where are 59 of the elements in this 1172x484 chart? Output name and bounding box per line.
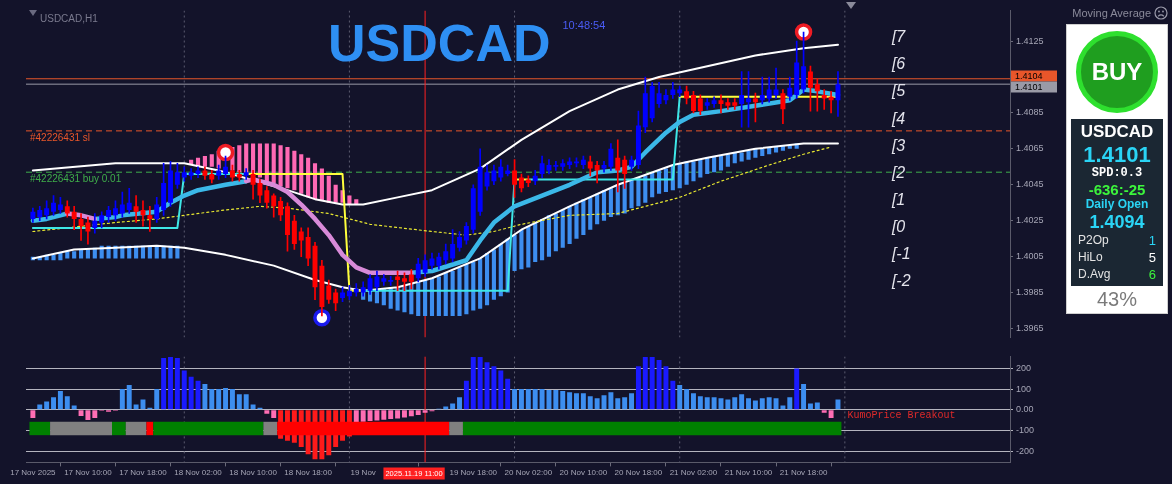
ref-line-label: 1.4101 — [1015, 81, 1043, 92]
y-tick-label: 200 — [1016, 362, 1032, 373]
text: 1.4094 — [1088, 211, 1146, 233]
annotation: [0 — [890, 218, 906, 236]
band-label: KumoPrice Breakout — [847, 410, 956, 422]
y-tick-label: 1.4045 — [1016, 179, 1044, 190]
annotation: [5 — [890, 82, 906, 100]
ref-line-label: #42226431 sl — [30, 131, 91, 143]
annotation: [-2 — [890, 272, 911, 290]
text: Moving Average — [1072, 7, 1151, 19]
y-tick-label: 1.3965 — [1016, 323, 1044, 333]
y-tick-label: 1.4025 — [1016, 215, 1044, 226]
text: D.Avg — [1078, 266, 1111, 284]
y-tick-label: 1.4005 — [1016, 251, 1044, 262]
x-tick-label: 18 Nov 02:00 — [174, 468, 223, 478]
annotation: [1 — [890, 190, 906, 208]
x-tick-label: 20 Nov 02:00 — [504, 468, 553, 478]
annotation: [7 — [890, 28, 907, 46]
text: 43% — [1096, 287, 1138, 313]
annotation: [6 — [890, 55, 906, 73]
text: 5 — [1148, 249, 1156, 267]
x-tick-label: 21 Nov 18:00 — [779, 468, 828, 478]
text: 1.4101 — [1082, 141, 1152, 167]
x-tick-label: 17 Nov 10:00 — [64, 468, 113, 478]
x-tick-label: 17 Nov 2025 — [10, 468, 57, 478]
text: P2Op — [1078, 232, 1109, 250]
y-tick-label: 1.4065 — [1016, 143, 1044, 154]
text: 1 — [1148, 232, 1156, 250]
y-tick-label: -100 — [1016, 424, 1035, 435]
x-tick-label: 17 Nov 18:00 — [119, 468, 168, 478]
x-tick-label: 19 Nov 18:00 — [449, 468, 498, 478]
x-tick-label: 21 Nov 10:00 — [724, 468, 773, 478]
text: -636:-25 — [1087, 180, 1147, 198]
text: 6 — [1148, 266, 1156, 284]
round-button: BUY — [1076, 31, 1158, 113]
x-tick-label: 21 Nov 02:00 — [669, 468, 718, 478]
text: Daily Open — [1084, 196, 1150, 212]
annotation: [4 — [890, 109, 906, 127]
annotation: [2 — [890, 163, 906, 181]
x-tick-label: 18 Nov 10:00 — [229, 468, 278, 478]
y-tick-label: 0.00 — [1016, 404, 1034, 415]
x-tick-label: 19 Nov — [350, 468, 376, 478]
y-tick-label: 100 — [1016, 383, 1032, 394]
y-tick-label: 1.4085 — [1016, 107, 1044, 118]
text: USDCAD — [1079, 122, 1155, 142]
x-tick-label: 20 Nov 10:00 — [559, 468, 608, 478]
text: HiLo — [1078, 249, 1103, 267]
ref-line-label: 1.4104 — [1015, 70, 1043, 81]
x-tick-label: 20 Nov 18:00 — [614, 468, 663, 478]
annotation: 10:48:54 — [562, 19, 606, 32]
text: SPD:0.3 — [1090, 165, 1144, 181]
chart-subtitle: USDCAD,H1 — [40, 13, 99, 25]
annotation: [-1 — [890, 245, 911, 263]
x-tick-label: 18 Nov 18:00 — [284, 468, 333, 478]
annotation: [3 — [890, 136, 906, 154]
ref-line-label: #42226431 buy 0.01 — [30, 172, 122, 184]
y-tick-label: 1.3985 — [1016, 287, 1044, 298]
y-tick-label: 1.4125 — [1016, 35, 1044, 46]
y-tick-label: -200 — [1016, 445, 1035, 456]
